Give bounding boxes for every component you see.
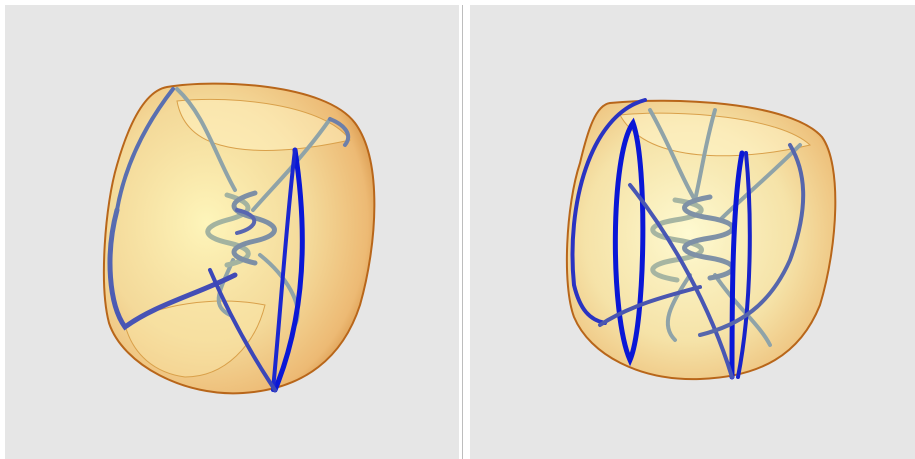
panel-divider — [462, 5, 463, 459]
right-render-panel — [470, 5, 915, 459]
front-curves — [570, 98, 806, 380]
surface-body — [102, 82, 376, 395]
left-render-panel — [5, 5, 459, 459]
left-surface-render — [102, 82, 376, 395]
twist-region — [205, 190, 277, 268]
twist-region — [650, 194, 735, 283]
right-surface-render — [565, 98, 837, 381]
front-curves — [107, 87, 351, 393]
